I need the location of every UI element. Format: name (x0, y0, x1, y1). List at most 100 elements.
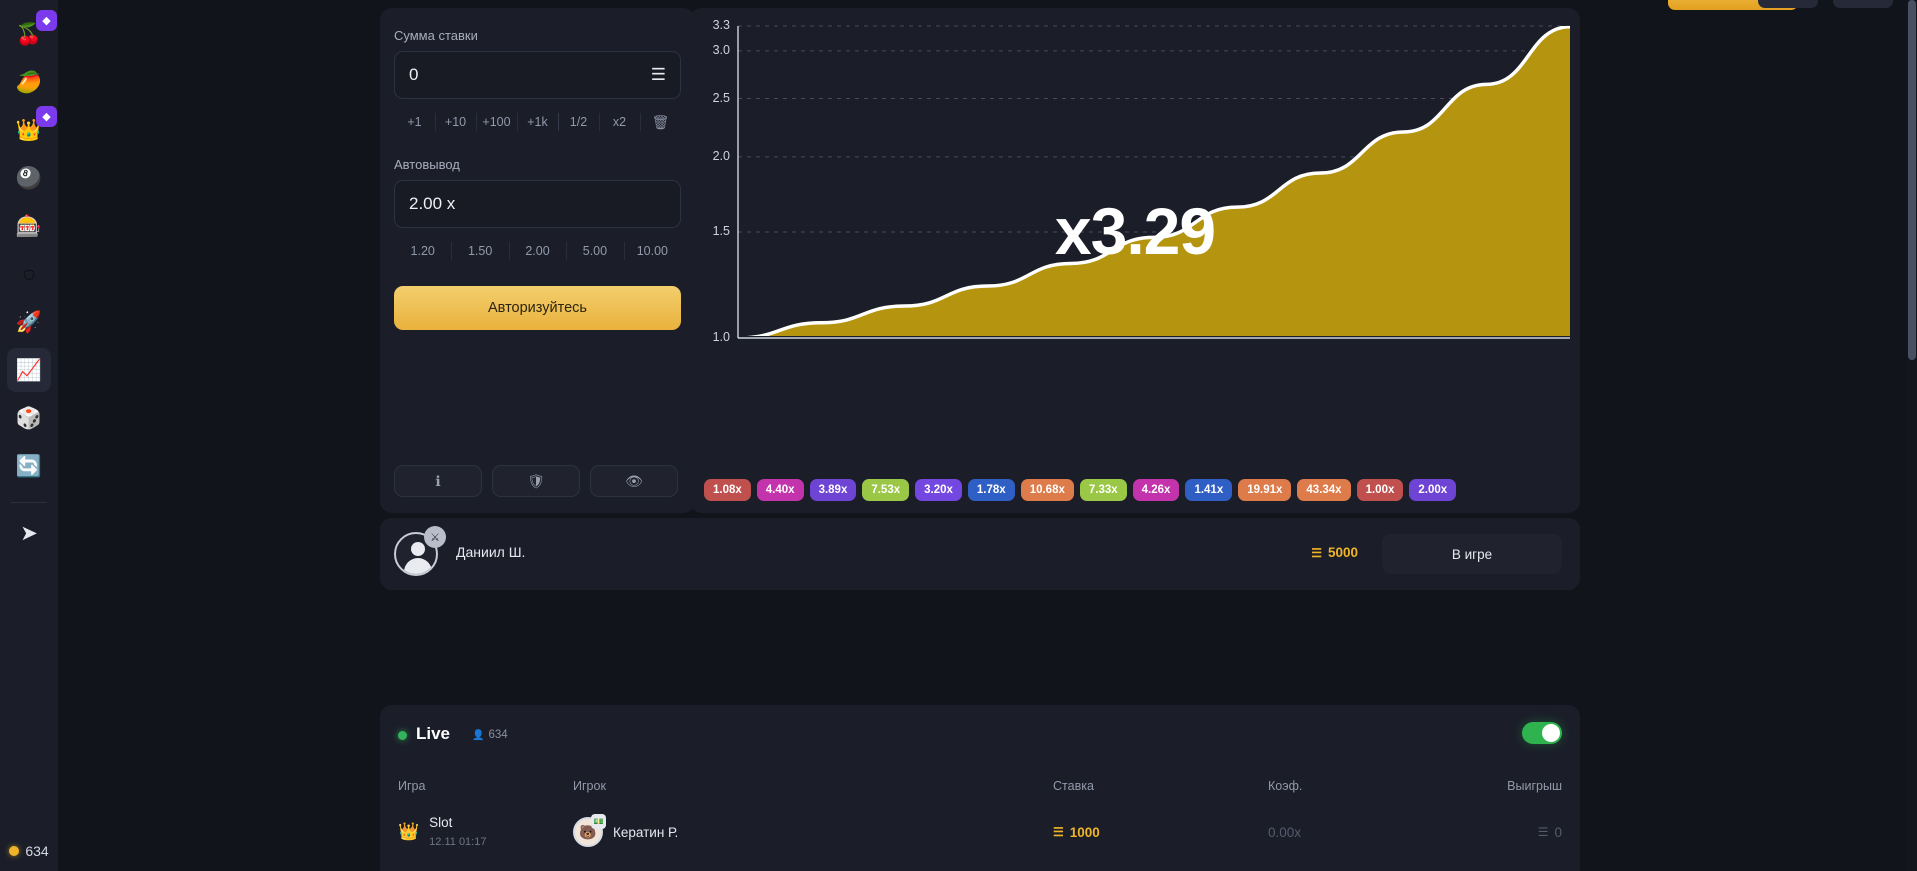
balls-icon: 🎱 (15, 166, 43, 190)
bet-chip-10[interactable]: +10 (435, 109, 476, 135)
topbar-button-b[interactable] (1833, 0, 1893, 8)
coin-icon: ☰ (1053, 825, 1064, 839)
player-bet: ☰ 5000 (1311, 545, 1358, 560)
watch-eye-button[interactable]: 👁 (590, 465, 678, 497)
current-multiplier: x3.29 (1054, 194, 1216, 268)
topbar-deposit-button[interactable] (1668, 0, 1798, 10)
bet-amount-chip-row: +1 +10 +100 +1k 1/2 x2 🗑 (394, 109, 681, 135)
auto-chip-1-20[interactable]: 1.20 (410, 244, 435, 258)
scrollbar-thumb[interactable] (1908, 0, 1916, 360)
coin-icon: ☰ (1537, 825, 1549, 839)
history-multiplier-chip[interactable]: 10.68x (1020, 479, 1074, 501)
bet-chip-x2[interactable]: x2 (599, 109, 640, 135)
info-button[interactable]: ℹ (394, 465, 482, 497)
history-multiplier-chip[interactable]: 1.78x (967, 479, 1015, 501)
sidebar-item-exchange[interactable]: 🔄 (7, 444, 51, 488)
live-status-dot-icon (398, 731, 407, 740)
fairness-shield-icon: 🛡 (527, 472, 545, 489)
fruit-icon: 🥭 (15, 70, 43, 94)
clear-bet-icon[interactable]: 🗑 (640, 109, 681, 135)
history-multiplier-chip[interactable]: 2.00x (1409, 479, 1457, 501)
sidebar-item-roulette[interactable]: ◌ (7, 252, 51, 296)
bet-chip-100[interactable]: +100 (476, 109, 517, 135)
cherry-icon: 🍒 (15, 22, 43, 46)
coin-icon: ☰ (1311, 545, 1322, 560)
y-tick-label: 1.5 (712, 224, 730, 239)
sidebar-item-rocket[interactable]: 🚀 (7, 300, 51, 344)
page-scrollbar[interactable] (1907, 0, 1917, 871)
sidebar-balance[interactable]: 634 (0, 843, 58, 859)
col-header-coef: Коэф. (1268, 779, 1303, 793)
history-multiplier-chip[interactable]: 3.20x (915, 479, 962, 501)
auto-chip-1-50[interactable]: 1.50 (451, 238, 508, 264)
avatar-body-icon (404, 558, 432, 574)
bet-amount-input[interactable]: 0 ☰ (394, 51, 681, 99)
sidebar-item-cherry[interactable]: 🍒 ◆ (7, 10, 57, 56)
bet-amount: 1000 (1069, 824, 1100, 840)
sidebar-item-fruit[interactable]: 🥭 (7, 60, 51, 104)
balance-dot-icon (9, 846, 20, 856)
sidebar-badge-icon: ◆ (36, 10, 57, 31)
player-name: Даниил Ш. (456, 544, 526, 560)
bet-amount-label: Сумма ставки (394, 28, 478, 43)
bet-chip-1[interactable]: +1 (407, 115, 422, 129)
col-header-game: Игра (398, 779, 426, 793)
live-toggle-knob (1542, 724, 1560, 742)
y-tick-label: 3.0 (712, 42, 730, 57)
player-badge-icon: 💵 (591, 814, 606, 829)
exchange-icon: 🔄 (15, 454, 43, 478)
player-status-badge[interactable]: В игре (1382, 534, 1562, 574)
live-panel: Live 👤 634 Игра Игрок Ставка Коэф. Выигр… (380, 705, 1580, 871)
autocashout-label: Автовывод (394, 157, 460, 172)
player-bet-amount: 5000 (1327, 545, 1358, 560)
history-multiplier-chip[interactable]: 7.33x (1079, 479, 1127, 501)
history-multiplier-chip[interactable]: 7.53x (862, 479, 910, 501)
history-multiplier-chip[interactable]: 4.26x (1132, 479, 1180, 501)
rocket-icon: 🚀 (15, 310, 43, 334)
autocashout-value: 2.00 x (409, 194, 456, 213)
crash-curve-svg (737, 25, 1570, 339)
y-tick-label: 2.0 (712, 148, 730, 163)
live-header: Live 👤 634 (380, 705, 1580, 763)
history-multiplier-chip[interactable]: 1.08x (704, 479, 751, 501)
history-multiplier-chip[interactable]: 43.34x (1297, 479, 1351, 501)
history-multipliers: 1.08x 4.40x 3.89x 7.53x 3.20x 1.78x 10.68x 7.33… (704, 479, 1566, 501)
cell-game: 👑 Slot 12.11 01:17 (398, 814, 573, 850)
bet-chip-1k[interactable]: +1k (517, 109, 558, 135)
avatar-head-icon (411, 542, 425, 556)
auto-chip-5-00[interactable]: 5.00 (566, 238, 623, 264)
autocashout-input[interactable]: 2.00 x (394, 180, 681, 228)
sidebar-item-crown[interactable]: 👑 ◆ (7, 106, 57, 152)
sidebar-item-balls[interactable]: 🎱 (7, 156, 51, 200)
history-multiplier-chip[interactable]: 3.89x (809, 479, 857, 501)
autocashout-chip-row: 1.20 1.50 2.00 5.00 10.00 (394, 238, 681, 264)
crown-icon: 👑 (15, 118, 43, 142)
fairness-shield-button[interactable]: 🛡 (492, 465, 580, 497)
sidebar-item-slot-machine[interactable]: 🎰 (7, 204, 51, 248)
bet-panel: Сумма ставки 0 ☰ +1 +10 +100 +1k 1/2 x2 🗑 Авто… (380, 8, 695, 513)
live-toggle[interactable] (1522, 722, 1562, 744)
balance-value: 634 (25, 843, 49, 859)
cell-bet: ☰ 1000 (1053, 825, 1268, 840)
live-title: Live (416, 724, 451, 743)
cell-coef: 0.00x (1268, 824, 1302, 840)
y-tick-label: 3.3 (712, 18, 730, 32)
roulette-icon: ◌ (22, 262, 36, 286)
authorize-button[interactable]: Авторизуйтесь (394, 286, 681, 330)
sidebar-item-telegram[interactable]: ➤ (7, 511, 51, 555)
col-header-win: Выигрыш (1507, 779, 1562, 793)
bet-chip-12[interactable]: 1/2 (558, 109, 599, 135)
topbar-button-a[interactable] (1758, 0, 1818, 8)
sidebar-item-dice[interactable]: 🎲 (7, 396, 51, 440)
auto-chip-10-00[interactable]: 10.00 (623, 238, 681, 264)
table-row[interactable]: 👑 Slot 12.11 01:17 🐻 💵 Кератин Р. ☰ 1000 0.00x ☰ 0 (380, 809, 1580, 855)
history-multiplier-chip[interactable]: 4.40x (756, 479, 804, 501)
chart-plot-area: 3.3 3.0 2.5 2.0 1.5 1.0 x3.29 (690, 8, 1580, 513)
history-multiplier-chip[interactable]: 19.91x (1238, 479, 1292, 501)
sidebar-item-crash-chart[interactable]: 📈 (7, 348, 51, 392)
y-tick-label: 1.0 (712, 330, 730, 344)
history-multiplier-chip[interactable]: 1.41x (1185, 479, 1233, 501)
history-multiplier-chip[interactable]: 1.00x (1356, 479, 1404, 501)
sidebar-badge-icon: ◆ (36, 106, 57, 127)
auto-chip-2-00[interactable]: 2.00 (508, 238, 566, 264)
